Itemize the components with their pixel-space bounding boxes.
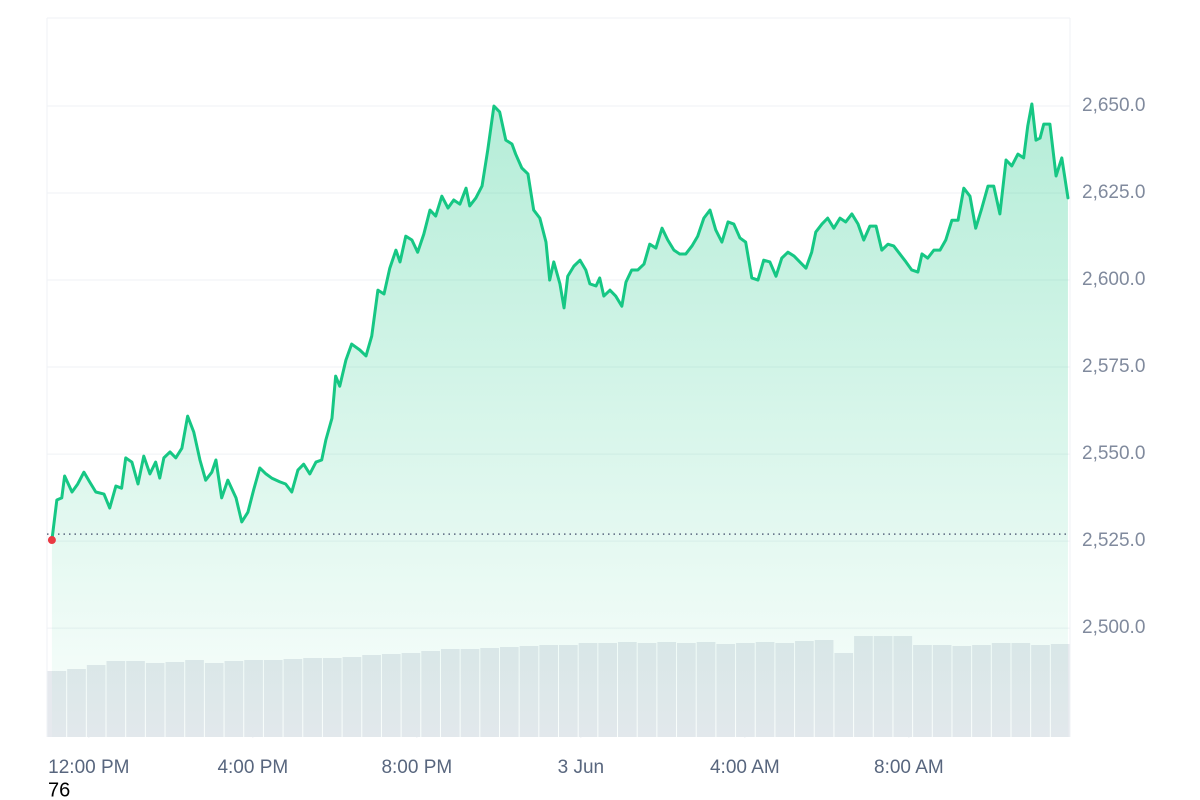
x-tick-label: 3 Jun bbox=[558, 757, 604, 778]
x-tick-label: 4:00 AM bbox=[710, 757, 780, 778]
y-tick-label: 2,650.0 bbox=[1082, 95, 1145, 116]
y-tick-label: 2,525.0 bbox=[1082, 530, 1145, 551]
footer-text: 76 bbox=[48, 779, 70, 800]
y-tick-label: 2,550.0 bbox=[1082, 443, 1145, 464]
y-tick-label: 2,625.0 bbox=[1082, 182, 1145, 203]
x-tick-label: 8:00 AM bbox=[874, 757, 944, 778]
x-tick-label: 8:00 PM bbox=[381, 757, 452, 778]
price-line bbox=[50, 102, 1070, 542]
x-tick-label: 4:00 PM bbox=[217, 757, 288, 778]
area bbox=[51, 103, 1068, 737]
y-tick-label: 2,575.0 bbox=[1082, 356, 1145, 377]
y-tick-label: 2,500.0 bbox=[1082, 617, 1145, 638]
start-marker bbox=[47, 536, 56, 545]
y-tick-label: 2,600.0 bbox=[1082, 269, 1145, 290]
x-tick-label: 12:00 PM bbox=[48, 757, 129, 778]
